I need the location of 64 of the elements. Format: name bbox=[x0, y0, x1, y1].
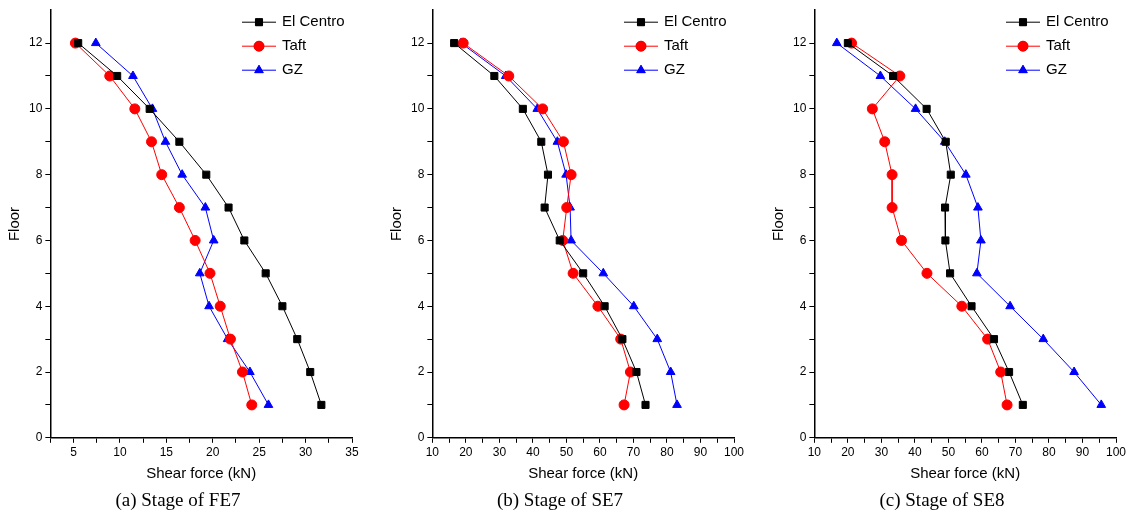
x-tick-label: 35 bbox=[345, 445, 359, 460]
y-tick-label: 12 bbox=[28, 35, 43, 50]
x-axis-title: Shear force (kN) bbox=[528, 464, 639, 482]
x-tick-label: 100 bbox=[1105, 445, 1127, 460]
x-axis-title: Shear force (kN) bbox=[910, 464, 1021, 482]
y-axis-title: Floor bbox=[387, 206, 405, 242]
legend-label: GZ bbox=[282, 60, 303, 78]
y-axis-title: Floor bbox=[5, 206, 23, 242]
y-tick-label: 6 bbox=[799, 232, 807, 247]
y-tick-label: 0 bbox=[417, 430, 425, 445]
y-tick-label: 4 bbox=[35, 298, 43, 313]
x-tick-label: 20 bbox=[841, 445, 855, 460]
x-axis-title: Shear force (kN) bbox=[146, 464, 257, 482]
legend-label: Taft bbox=[1046, 36, 1072, 54]
x-tick-label: 30 bbox=[492, 445, 507, 460]
x-tick-label: 100 bbox=[723, 445, 745, 460]
text: (b) Stage of SE7 bbox=[496, 488, 624, 511]
y-tick-label: 0 bbox=[799, 430, 807, 445]
legend-label: El Centro bbox=[282, 12, 345, 30]
y-tick-label: 0 bbox=[35, 430, 43, 445]
y-tick-label: 12 bbox=[410, 35, 425, 50]
x-tick-label: 80 bbox=[1042, 445, 1056, 460]
legend-label: GZ bbox=[1046, 60, 1067, 78]
y-tick-label: 12 bbox=[792, 35, 807, 50]
x-tick-label: 40 bbox=[526, 445, 540, 460]
x-tick-label: 80 bbox=[660, 445, 674, 460]
y-axis-title: Floor bbox=[769, 206, 787, 242]
x-tick-label: 40 bbox=[908, 445, 922, 460]
x-tick-label: 20 bbox=[459, 445, 473, 460]
x-tick-label: 50 bbox=[941, 445, 956, 460]
y-tick-label: 8 bbox=[799, 166, 807, 181]
x-tick-label: 50 bbox=[559, 445, 574, 460]
y-tick-label: 6 bbox=[35, 232, 43, 247]
y-tick-label: 8 bbox=[35, 166, 43, 181]
x-tick-label: 15 bbox=[159, 445, 174, 460]
x-tick-label: 90 bbox=[1075, 445, 1090, 460]
y-tick-label: 2 bbox=[799, 364, 807, 379]
y-tick-label: 10 bbox=[410, 101, 425, 116]
legend-label: Taft bbox=[664, 36, 690, 54]
x-tick-label: 60 bbox=[975, 445, 989, 460]
x-tick-label: 30 bbox=[874, 445, 889, 460]
x-tick-label: 30 bbox=[298, 445, 313, 460]
y-tick-label: 2 bbox=[417, 364, 425, 379]
y-tick-label: 10 bbox=[28, 101, 43, 116]
text: (c) Stage of SE8 bbox=[879, 488, 1005, 511]
legend-label: Taft bbox=[282, 36, 308, 54]
x-tick-label: 70 bbox=[1008, 445, 1023, 460]
text: (a) Stage of FE7 bbox=[115, 488, 241, 511]
x-tick-label: 70 bbox=[626, 445, 641, 460]
y-tick-label: 8 bbox=[417, 166, 425, 181]
y-tick-label: 2 bbox=[35, 364, 43, 379]
x-tick-label: 25 bbox=[252, 445, 267, 460]
y-tick-label: 4 bbox=[417, 298, 425, 313]
y-tick-label: 10 bbox=[792, 101, 807, 116]
x-tick-label: 5 bbox=[70, 445, 78, 460]
x-tick-label: 90 bbox=[693, 445, 708, 460]
x-tick-label: 20 bbox=[206, 445, 220, 460]
y-tick-label: 6 bbox=[417, 232, 425, 247]
x-tick-label: 60 bbox=[593, 445, 607, 460]
y-tick-label: 4 bbox=[799, 298, 807, 313]
x-tick-label: 10 bbox=[113, 445, 127, 460]
legend-label: El Centro bbox=[1046, 12, 1109, 30]
legend-label: GZ bbox=[664, 60, 685, 78]
legend-label: El Centro bbox=[664, 12, 727, 30]
